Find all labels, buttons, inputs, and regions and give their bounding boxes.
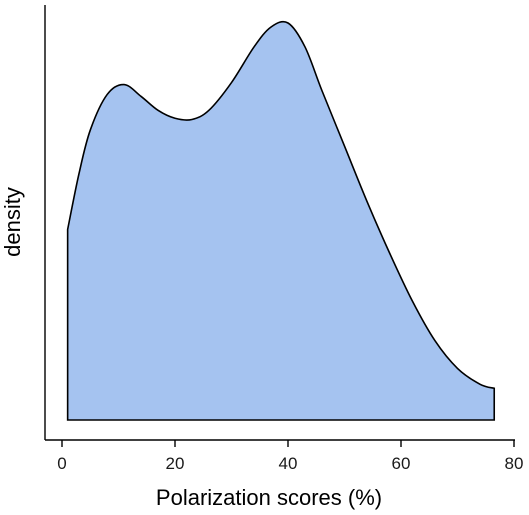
plot-area: [66, 20, 496, 421]
x-tick-label: 60: [392, 454, 411, 473]
y-axis-title: density: [0, 187, 25, 257]
x-axis-ticks: 0 20 40 60 80: [57, 440, 523, 473]
x-axis-title: Polarization scores (%): [156, 485, 382, 510]
x-tick-label: 40: [279, 454, 298, 473]
density-area: [66, 20, 496, 421]
x-tick-label: 0: [57, 454, 66, 473]
x-tick-label: 20: [166, 454, 185, 473]
x-tick-label: 80: [505, 454, 524, 473]
